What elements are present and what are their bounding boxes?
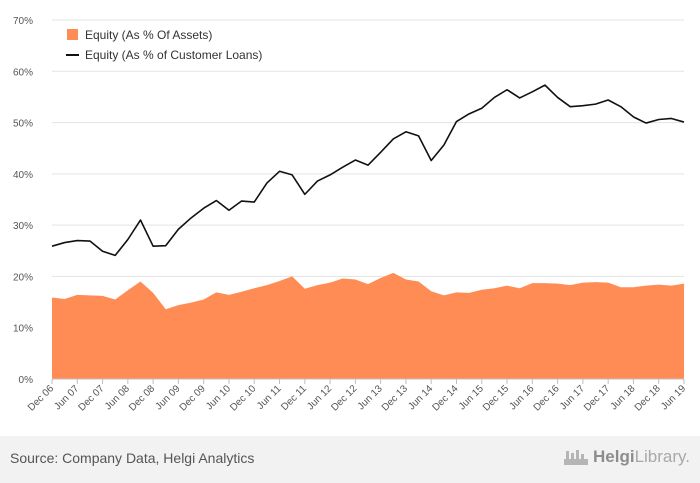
- library-icon: [564, 450, 588, 465]
- x-tick-label: Dec 16: [532, 383, 562, 413]
- brand-logo: HelgiLibrary.: [563, 447, 690, 467]
- x-tick-label: Dec 14: [430, 383, 460, 413]
- y-tick-label: 10%: [13, 324, 33, 335]
- x-tick-label: Jun 12: [305, 383, 334, 412]
- x-tick-label: Dec 07: [76, 383, 106, 413]
- x-tick-label: Dec 06: [26, 383, 56, 413]
- y-tick-label: 60%: [13, 67, 33, 78]
- x-tick-label: Dec 08: [127, 383, 157, 413]
- grid-lines: [52, 19, 684, 329]
- y-tick-label: 30%: [13, 221, 33, 232]
- series-area-assets: [52, 272, 684, 379]
- y-tick-label: 40%: [13, 170, 33, 181]
- x-tick-label: Jun 18: [609, 383, 638, 412]
- footer: Source: Company Data, Helgi Analytics He…: [0, 436, 700, 483]
- y-tick-label: 20%: [13, 272, 33, 283]
- series-area-layer: [51, 272, 685, 379]
- y-tick-label: 0%: [19, 375, 34, 386]
- x-tick-label: Dec 15: [481, 383, 511, 413]
- x-tick-label: Jun 19: [659, 383, 688, 412]
- legend-label-loans: Equity (As % of Customer Loans): [85, 48, 262, 62]
- x-tick-label: Dec 18: [633, 383, 663, 413]
- x-tick-label: Dec 17: [582, 383, 612, 413]
- x-tick-label: Dec 12: [329, 383, 359, 413]
- x-tick-label: Dec 11: [279, 383, 309, 413]
- source-note: Source: Company Data, Helgi Analytics: [10, 450, 255, 466]
- x-tick-label: Jun 11: [255, 383, 284, 412]
- x-tick-label: Dec 09: [178, 383, 208, 413]
- legend: Equity (As % Of Assets) Equity (As % of …: [66, 28, 262, 62]
- legend-swatch-assets: [67, 29, 78, 40]
- x-tick-label: Dec 13: [380, 383, 410, 413]
- x-tick-label: Dec 10: [228, 383, 258, 413]
- brand-name: HelgiLibrary.: [593, 447, 690, 466]
- y-tick-label: 70%: [13, 16, 33, 27]
- series-line-loans: [51, 84, 685, 257]
- series-line-layer: [51, 84, 685, 257]
- y-tick-label: 50%: [13, 119, 33, 130]
- legend-label-assets: Equity (As % Of Assets): [85, 28, 212, 42]
